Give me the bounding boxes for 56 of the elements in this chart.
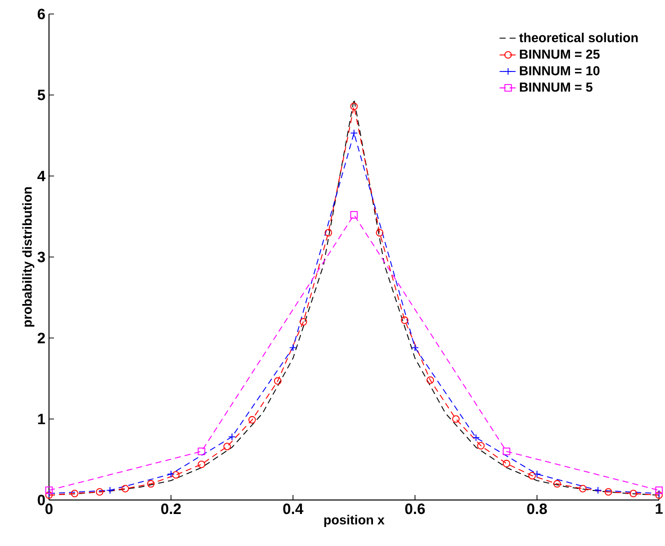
- y-tick-label: 0: [38, 494, 45, 506]
- point: [248, 416, 256, 424]
- point: [655, 486, 663, 494]
- point: [411, 344, 419, 352]
- point: [579, 484, 587, 492]
- point: [289, 344, 297, 352]
- point: [96, 488, 104, 496]
- point: [350, 211, 358, 219]
- y-tick-label: 1: [38, 414, 46, 424]
- point: [350, 102, 358, 110]
- x-tick-label: 0.4: [283, 504, 304, 514]
- y-axis-title: probability distribution: [22, 187, 34, 327]
- point: [472, 434, 480, 442]
- point: [45, 486, 53, 494]
- point: [553, 480, 561, 488]
- point: [147, 480, 155, 488]
- point: [477, 442, 485, 450]
- point: [223, 442, 231, 450]
- point: [502, 448, 510, 456]
- point: [198, 460, 206, 468]
- x-tick-label: 0.8: [527, 504, 547, 514]
- point: [198, 448, 206, 456]
- y-tick-label: 5: [38, 90, 46, 100]
- point: [604, 488, 612, 496]
- point: [324, 228, 332, 236]
- x-tick-label: 1: [656, 504, 663, 514]
- point: [172, 471, 180, 479]
- point: [122, 484, 129, 492]
- legend-label: BINNUM = 10: [520, 66, 600, 76]
- x-tick-label: 0.2: [161, 504, 181, 514]
- point: [528, 472, 536, 480]
- point: [400, 316, 408, 324]
- y-tick-label: 2: [38, 332, 45, 344]
- legend-label: BINNUM = 25: [520, 50, 600, 59]
- point: [630, 490, 638, 498]
- point: [350, 129, 358, 137]
- point: [300, 318, 308, 326]
- point: [167, 470, 175, 478]
- x-axis-title: position x: [324, 514, 384, 528]
- point: [376, 228, 384, 236]
- point: [106, 486, 114, 494]
- point: [426, 376, 434, 384]
- point: [274, 377, 282, 385]
- y-tick-label: 3: [38, 252, 45, 262]
- point: [70, 490, 78, 498]
- legend-label: theoretical solution: [519, 32, 638, 42]
- y-tick-label: 6: [38, 8, 45, 20]
- point: [502, 460, 510, 468]
- point: [594, 486, 602, 494]
- point: [228, 433, 236, 441]
- x-tick-label: 0.6: [405, 504, 425, 514]
- legend-label: BINNUM = 5: [520, 82, 592, 92]
- x-tick-label: 0: [45, 504, 53, 514]
- point: [452, 415, 460, 423]
- y-tick-label: 4: [37, 170, 46, 182]
- point: [533, 470, 541, 478]
